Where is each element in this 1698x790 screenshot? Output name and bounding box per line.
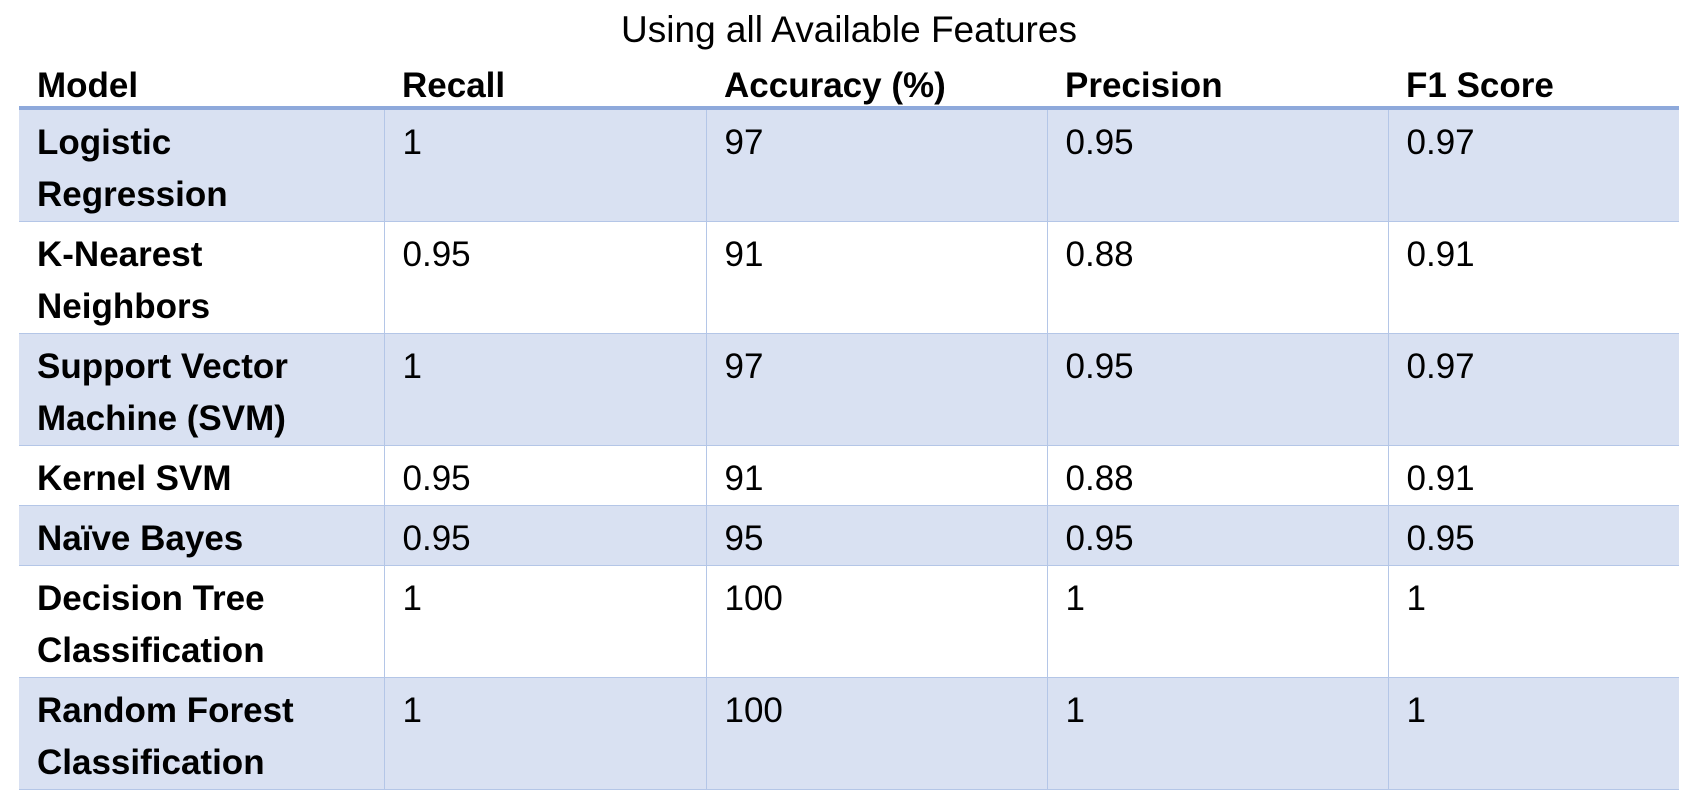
header-accuracy: Accuracy (%) — [706, 55, 1047, 110]
recall-cell: 1 — [383, 333, 706, 446]
precision-cell: 0.95 — [1046, 505, 1388, 566]
table-row: Random Forest Classification 1 100 1 1 — [19, 677, 1679, 790]
model-name-line: Neighbors — [37, 287, 211, 326]
recall-cell: 1 — [383, 677, 706, 790]
header-f1-score: F1 Score — [1388, 55, 1679, 110]
accuracy-cell: 100 — [705, 565, 1047, 678]
f1-score-cell: 0.97 — [1387, 107, 1679, 222]
recall-cell: 0.95 — [383, 505, 706, 566]
recall-cell: 0.95 — [383, 221, 706, 334]
header-model: Model — [19, 55, 384, 110]
model-cell: Naïve Bayes — [19, 505, 384, 566]
table-row: K-Nearest Neighbors 0.95 91 0.88 0.91 — [19, 221, 1679, 334]
header-precision: Precision — [1047, 55, 1388, 110]
precision-cell: 0.95 — [1046, 107, 1388, 222]
recall-cell: 0.95 — [383, 445, 706, 506]
precision-cell: 1 — [1046, 677, 1388, 790]
f1-score-cell: 1 — [1387, 565, 1679, 678]
accuracy-cell: 95 — [705, 505, 1047, 566]
table-row: Kernel SVM 0.95 91 0.88 0.91 — [19, 445, 1679, 506]
model-name-line: Decision Tree — [37, 579, 265, 618]
table-row: Support Vector Machine (SVM) 1 97 0.95 0.… — [19, 333, 1679, 446]
model-name-line: Classification — [37, 743, 265, 782]
recall-cell: 1 — [383, 565, 706, 678]
recall-cell: 1 — [383, 107, 706, 222]
model-name-line: Support Vector — [37, 347, 288, 386]
model-name-line: Kernel SVM — [37, 459, 232, 498]
model-name-line: Classification — [37, 631, 265, 670]
table-row: Naïve Bayes 0.95 95 0.95 0.95 — [19, 505, 1679, 566]
table-title: Using all Available Features — [621, 9, 1077, 50]
results-table: Model Recall Accuracy (%) Precision F1 S… — [19, 55, 1679, 790]
table-row: Logistic Regression 1 97 0.95 0.97 — [19, 107, 1679, 222]
header-row: Model Recall Accuracy (%) Precision F1 S… — [19, 55, 1679, 110]
accuracy-cell: 91 — [705, 445, 1047, 506]
header-recall: Recall — [384, 55, 706, 110]
model-cell: Support Vector Machine (SVM) — [19, 333, 384, 446]
model-name-line: Naïve Bayes — [37, 519, 244, 558]
model-name-line: Logistic — [37, 123, 172, 162]
model-cell: Decision Tree Classification — [19, 565, 384, 678]
model-cell: K-Nearest Neighbors — [19, 221, 384, 334]
accuracy-cell: 97 — [705, 107, 1047, 222]
precision-cell: 0.88 — [1046, 221, 1388, 334]
table-row: Decision Tree Classification 1 100 1 1 — [19, 565, 1679, 678]
precision-cell: 0.88 — [1046, 445, 1388, 506]
accuracy-cell: 97 — [705, 333, 1047, 446]
f1-score-cell: 0.91 — [1387, 221, 1679, 334]
accuracy-cell: 91 — [705, 221, 1047, 334]
model-cell: Logistic Regression — [19, 107, 384, 222]
f1-score-cell: 0.91 — [1387, 445, 1679, 506]
model-name-line: Machine (SVM) — [37, 399, 286, 438]
accuracy-cell: 100 — [705, 677, 1047, 790]
f1-score-cell: 1 — [1387, 677, 1679, 790]
f1-score-cell: 0.97 — [1387, 333, 1679, 446]
model-name-line: Regression — [37, 175, 228, 214]
precision-cell: 1 — [1046, 565, 1388, 678]
f1-score-cell: 0.95 — [1387, 505, 1679, 566]
precision-cell: 0.95 — [1046, 333, 1388, 446]
model-cell: Random Forest Classification — [19, 677, 384, 790]
model-name-line: K-Nearest — [37, 235, 203, 274]
model-name-line: Random Forest — [37, 691, 294, 730]
model-cell: Kernel SVM — [19, 445, 384, 506]
